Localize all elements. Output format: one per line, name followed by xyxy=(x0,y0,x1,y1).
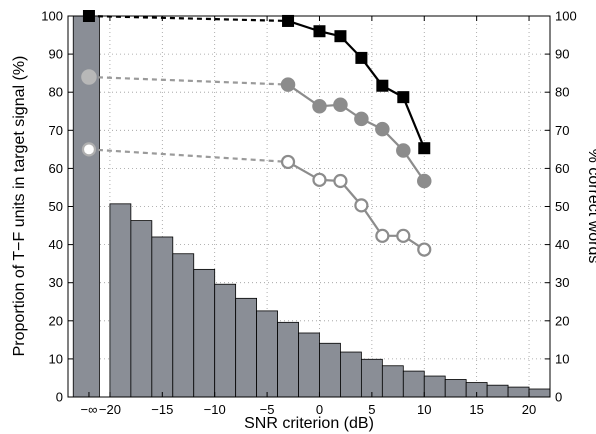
series-2-dashed-line xyxy=(88,148,289,164)
y-axis-right-label: % correct words xyxy=(585,149,596,264)
x-tick-label: −5 xyxy=(260,402,275,417)
y-right-tick-label: 20 xyxy=(555,313,569,328)
series-2-neg-inf-marker xyxy=(81,142,97,157)
y-right-tick-label: 60 xyxy=(555,161,569,176)
y-left-tick-label: 0 xyxy=(56,390,63,405)
histogram-bar xyxy=(109,203,132,398)
histogram-bar xyxy=(486,384,509,398)
series-1-dashed-line xyxy=(88,75,289,86)
histogram-bar xyxy=(444,379,467,398)
histogram-bar xyxy=(423,375,446,398)
histogram-bar xyxy=(151,236,174,398)
y-right-tick-label: 100 xyxy=(555,9,577,24)
y-right-tick-label: 70 xyxy=(555,123,569,138)
histogram-bar xyxy=(402,370,425,398)
x-tick-label: −10 xyxy=(204,402,226,417)
y-left-tick-label: 30 xyxy=(49,275,63,290)
histogram-bar xyxy=(507,386,530,398)
series-0-marker xyxy=(397,91,410,104)
histogram-bars xyxy=(72,15,551,398)
series-1-marker xyxy=(375,121,390,137)
axis-ticks: 0102030405060708090100010203040506070809… xyxy=(41,9,576,418)
histogram-bar xyxy=(319,342,341,398)
y-axis-left-label: Proportion of T−F units in target signal… xyxy=(11,56,28,357)
y-right-tick-label: 50 xyxy=(555,199,569,214)
histogram-bar xyxy=(172,253,195,398)
histogram-bar xyxy=(193,268,216,398)
y-left-tick-label: 10 xyxy=(49,351,63,366)
x-tick-label: 15 xyxy=(469,402,483,417)
series-1-marker xyxy=(417,173,432,189)
series-0-marker xyxy=(418,142,431,155)
histogram-bar xyxy=(381,365,404,398)
series-lines xyxy=(88,14,426,251)
y-right-tick-label: 0 xyxy=(555,390,562,405)
series-2-marker xyxy=(312,172,327,187)
series-2-marker xyxy=(375,228,390,243)
series-1-marker xyxy=(280,77,296,92)
histogram-bar xyxy=(256,310,278,398)
x-tick-label: 20 xyxy=(522,402,536,417)
series-2-marker xyxy=(280,154,296,170)
histogram-bar xyxy=(235,297,258,398)
x-tick-label: −20 xyxy=(99,402,121,417)
y-right-tick-label: 40 xyxy=(555,237,569,252)
y-left-tick-label: 100 xyxy=(41,9,63,24)
series-markers xyxy=(81,10,432,257)
y-right-tick-label: 90 xyxy=(555,47,569,62)
series-0-marker xyxy=(282,14,295,27)
y-left-tick-label: 50 xyxy=(49,199,63,214)
y-left-tick-label: 40 xyxy=(49,237,63,252)
histogram-bar xyxy=(298,332,320,398)
series-0-marker xyxy=(355,51,368,64)
series-0-marker xyxy=(313,25,326,38)
histogram-bar xyxy=(214,283,237,398)
series-2-marker xyxy=(354,198,369,213)
series-1-marker xyxy=(354,111,369,127)
x-tick-label: 5 xyxy=(368,402,375,417)
y-left-tick-label: 70 xyxy=(49,123,63,138)
histogram-bar xyxy=(340,351,362,398)
histogram-bar xyxy=(360,358,383,398)
y-right-tick-label: 10 xyxy=(555,351,569,366)
series-2-marker xyxy=(417,242,432,257)
y-right-tick-label: 30 xyxy=(555,275,569,290)
x-tick-label: −15 xyxy=(151,402,173,417)
y-left-tick-label: 90 xyxy=(49,47,63,62)
histogram-bar xyxy=(130,220,153,398)
y-left-tick-label: 60 xyxy=(49,161,63,176)
y-left-tick-label: 80 xyxy=(49,85,63,100)
x-tick-label: −∞ xyxy=(81,402,98,417)
series-1-marker xyxy=(312,99,327,114)
x-tick-label: 0 xyxy=(316,402,323,417)
series-2-marker xyxy=(396,228,411,243)
y-left-tick-label: 20 xyxy=(49,313,63,328)
y-right-tick-label: 80 xyxy=(555,85,569,100)
series-0-line xyxy=(287,19,426,149)
series-1-marker xyxy=(396,143,411,158)
series-0-marker xyxy=(376,79,389,92)
histogram-bar xyxy=(528,388,551,398)
histogram-bar xyxy=(277,321,299,398)
x-tick-label: 10 xyxy=(417,402,431,417)
series-0-dashed-line xyxy=(88,14,289,23)
series-1-neg-inf-marker xyxy=(81,69,97,85)
series-0-marker xyxy=(334,30,347,43)
series-2-marker xyxy=(333,173,348,189)
series-1-marker xyxy=(333,97,348,113)
x-axis-label: SNR criterion (dB) xyxy=(244,415,374,432)
